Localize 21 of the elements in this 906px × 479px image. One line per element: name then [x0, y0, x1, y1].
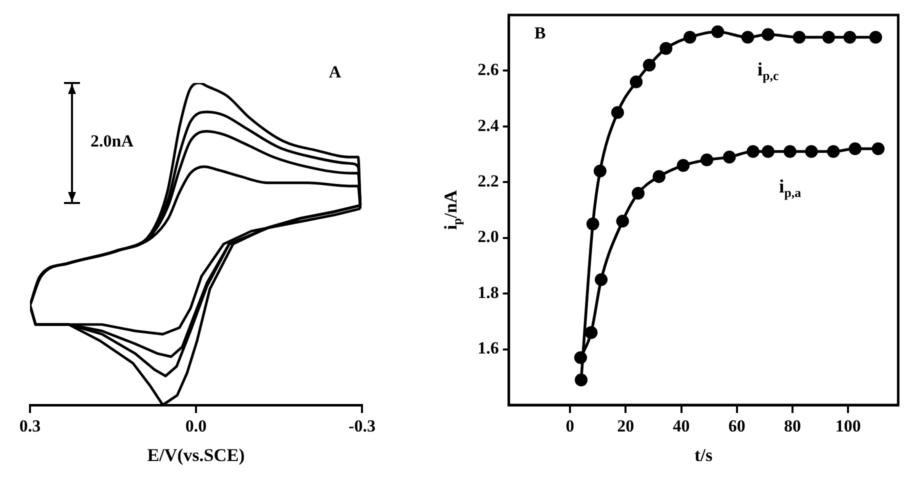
y-axis-title: ip/nA — [440, 190, 464, 230]
x-tick-label: -0.3 — [348, 416, 376, 436]
x-axis-title: E/V(vs.SCE) — [147, 444, 245, 465]
x-tick-label: 0.0 — [185, 416, 207, 436]
x-tick-label: 20 — [617, 416, 634, 436]
x-tick-label: 0 — [566, 416, 574, 436]
y-tick-label: 1.6 — [478, 338, 499, 358]
x-tick-label: 60 — [728, 416, 746, 436]
annotation: B — [534, 23, 546, 42]
y-tick-label: 2.2 — [478, 172, 499, 191]
x-tick-label: 0.3 — [19, 416, 41, 436]
text: A — [328, 62, 342, 82]
x-axis-title: t/s — [694, 444, 713, 465]
y-tick-label: 2.6 — [478, 60, 499, 80]
x-tick-label: 80 — [784, 416, 802, 436]
y-tick-label: 1.8 — [478, 282, 499, 302]
annotation: 2.0nA — [90, 131, 134, 150]
y-tick-label: 2.4 — [478, 116, 500, 135]
y-tick-label: 2.0 — [478, 227, 499, 246]
x-tick-label: 100 — [835, 416, 861, 436]
x-tick-label: 40 — [672, 416, 690, 436]
